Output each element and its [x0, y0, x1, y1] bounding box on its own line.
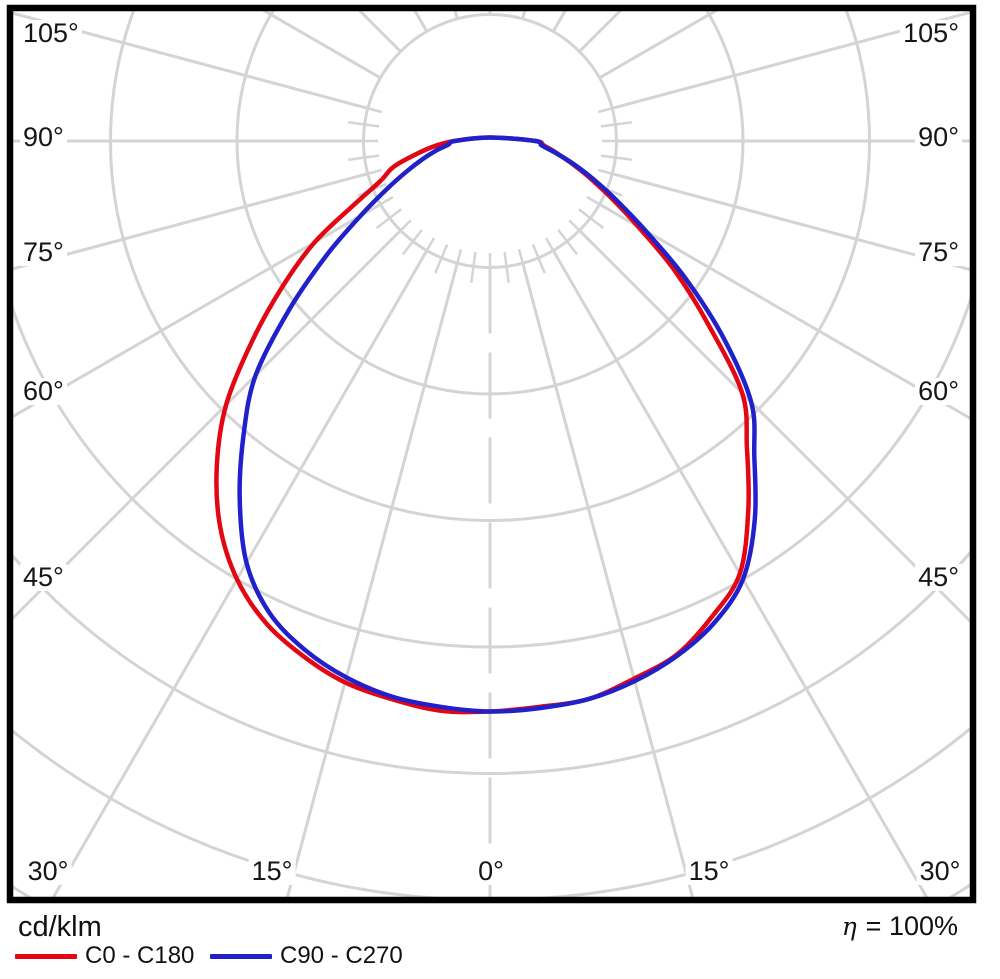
grid-angle-tick [417, 237, 436, 266]
grid-angle-tick [597, 168, 629, 180]
grid-radial-line [50, 249, 429, 900]
grid-radial-line [611, 172, 973, 272]
grid-radial-line [578, 229, 973, 627]
curve-c90-c270 [237, 135, 758, 714]
grid-angle-tick [434, 244, 449, 274]
grid-angle-tick [470, 251, 477, 283]
eta-symbol: η [841, 912, 857, 941]
grid-angle-tick [597, 102, 629, 114]
grid-radial-line [552, 249, 930, 900]
unit-label: cd/klm [18, 911, 102, 943]
angle-label-left-90°: 90° [20, 124, 67, 151]
grid-angle-tick [348, 121, 380, 128]
angle-label-right-105°: 105° [900, 20, 962, 47]
efficiency-label: η = 100% [842, 911, 958, 942]
curve-c0-c180 [214, 135, 751, 715]
legend: C0 - C180 C90 - C270 [0, 941, 640, 975]
angle-label-right-60°: 60° [915, 378, 962, 405]
angle-label-right-75°: 75° [915, 239, 962, 266]
angle-label-bottom-0°-2: 0° [475, 858, 507, 885]
grid-angle-tick [600, 121, 632, 128]
angle-label-left-105°: 105° [20, 20, 82, 47]
angle-label-bottom-15°-1: 15° [248, 858, 296, 885]
grid-angle-tick [517, 248, 529, 280]
angle-label-bottom-15°-3: 15° [685, 858, 733, 885]
angle-label-left-45°: 45° [20, 564, 67, 591]
grid-radial-line [10, 229, 402, 624]
diagram-frame [6, 4, 977, 904]
angle-label-right-90°: 90° [915, 124, 962, 151]
legend-swatch-c90-c270 [210, 954, 272, 959]
legend-label-c0-c180: C0 - C180 [85, 942, 195, 969]
grid-angle-tick [451, 248, 463, 280]
angle-label-bottom-30°-0: 30° [24, 858, 72, 885]
grid-angle-tick [544, 237, 563, 266]
grid-radial-line [598, 203, 973, 422]
grid-angle-tick [388, 219, 412, 243]
curves [214, 135, 758, 715]
grid-angle-tick [557, 229, 579, 256]
angle-label-left-60°: 60° [20, 378, 67, 405]
grid-radial-line [611, 10, 973, 110]
grid-ring-circle [10, 286, 973, 649]
grid-angle-tick [578, 208, 605, 230]
grid-angle-tick [375, 208, 402, 230]
grid-angle-tick [351, 102, 383, 114]
grid-radial-line [10, 172, 369, 272]
grid-ring-circle [10, 546, 973, 775]
angle-label-right-45°: 45° [915, 564, 962, 591]
grid-angle-tick [531, 244, 546, 274]
grid-radial-line [10, 203, 382, 420]
angle-label-bottom-30°-4: 30° [916, 858, 964, 885]
grid-angle-tick [586, 195, 615, 214]
grid-angle-tick [600, 154, 632, 161]
grid-angle-tick [365, 195, 394, 214]
grid-angle-tick [351, 168, 383, 180]
legend-label-c90-c270: C90 - C270 [280, 942, 403, 969]
legend-swatch-c0-c180 [15, 954, 77, 959]
grid-angle-tick [401, 229, 423, 256]
grid-angle-tick [568, 219, 592, 243]
grid-radial-line [10, 10, 369, 110]
grid-angle-tick [348, 154, 380, 161]
eta-value: = 100% [865, 911, 958, 941]
grid-angle-tick [503, 251, 510, 283]
angle-label-left-75°: 75° [20, 239, 67, 266]
grid-ring-circle [235, 8, 745, 396]
